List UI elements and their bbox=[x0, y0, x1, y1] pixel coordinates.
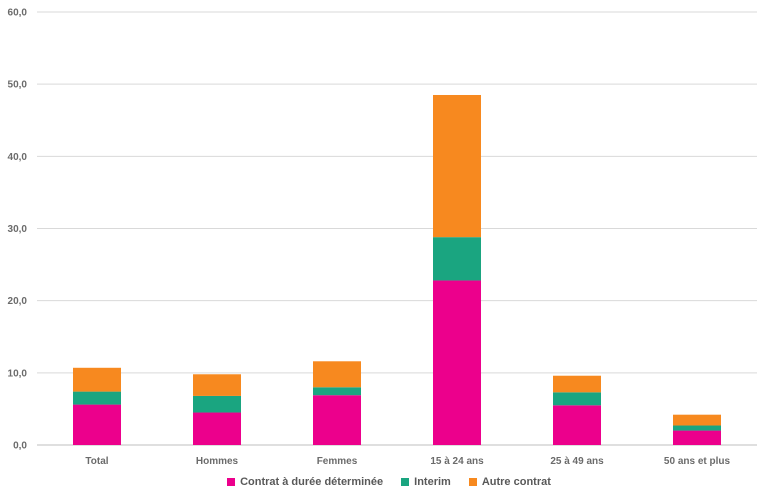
x-tick-label: 50 ans et plus bbox=[664, 456, 731, 467]
bar-segment-cdd bbox=[673, 430, 721, 445]
bar-segment-autre bbox=[193, 374, 241, 396]
x-tick-label: Hommes bbox=[196, 456, 239, 467]
x-tick-label: 15 à 24 ans bbox=[430, 456, 484, 467]
x-tick-label: 25 à 49 ans bbox=[550, 456, 604, 467]
legend-swatch bbox=[227, 478, 236, 486]
bar-segment-interim bbox=[193, 395, 241, 413]
legend-item: Interim bbox=[401, 476, 451, 488]
legend-item: Contrat à durée déterminée bbox=[227, 476, 383, 488]
bars bbox=[73, 94, 721, 445]
bar-segment-interim bbox=[433, 237, 481, 281]
bar-segment-interim bbox=[553, 392, 601, 406]
y-tick-label: 0,0 bbox=[13, 441, 27, 452]
bar-segment-cdd bbox=[193, 412, 241, 445]
legend-item: Autre contrat bbox=[468, 476, 551, 488]
gridlines bbox=[37, 11, 757, 446]
y-tick-label: 40,0 bbox=[8, 152, 28, 163]
bar-segment-cdd bbox=[73, 404, 121, 445]
bar-segment-autre bbox=[553, 375, 601, 393]
bar-segment-autre bbox=[433, 94, 481, 238]
bar-segment-cdd bbox=[553, 405, 601, 445]
bar-segment-autre bbox=[673, 414, 721, 426]
y-tick-label: 60,0 bbox=[8, 8, 28, 19]
bar-segment-interim bbox=[73, 391, 121, 405]
y-tick-label: 10,0 bbox=[8, 368, 28, 379]
x-axis: Total Hommes Femmes 15 à 24 ans 25 à 49 ans 5… bbox=[85, 456, 730, 467]
y-tick-label: 30,0 bbox=[8, 224, 28, 235]
legend-label: Interim bbox=[414, 476, 451, 488]
legend-label: Contrat à durée déterminée bbox=[240, 476, 384, 488]
legend-swatch bbox=[401, 478, 410, 486]
bar-segment-interim bbox=[673, 425, 721, 431]
y-tick-label: 50,0 bbox=[8, 80, 28, 91]
y-axis: 0,0 10,0 20,0 30,0 40,0 50,0 60,0 bbox=[8, 8, 28, 452]
y-tick-label: 20,0 bbox=[8, 296, 28, 307]
legend: Contrat à durée déterminée Interim Autre c… bbox=[0, 476, 778, 488]
bar-segment-interim bbox=[313, 387, 361, 396]
x-tick-label: Femmes bbox=[317, 456, 358, 467]
legend-swatch bbox=[468, 478, 477, 486]
bar-segment-autre bbox=[73, 367, 121, 392]
legend-label: Autre contrat bbox=[481, 476, 551, 488]
bar-segment-autre bbox=[313, 361, 361, 388]
bar-segment-cdd bbox=[433, 280, 481, 445]
x-tick-label: Total bbox=[85, 456, 108, 467]
bar-segment-cdd bbox=[313, 395, 361, 445]
